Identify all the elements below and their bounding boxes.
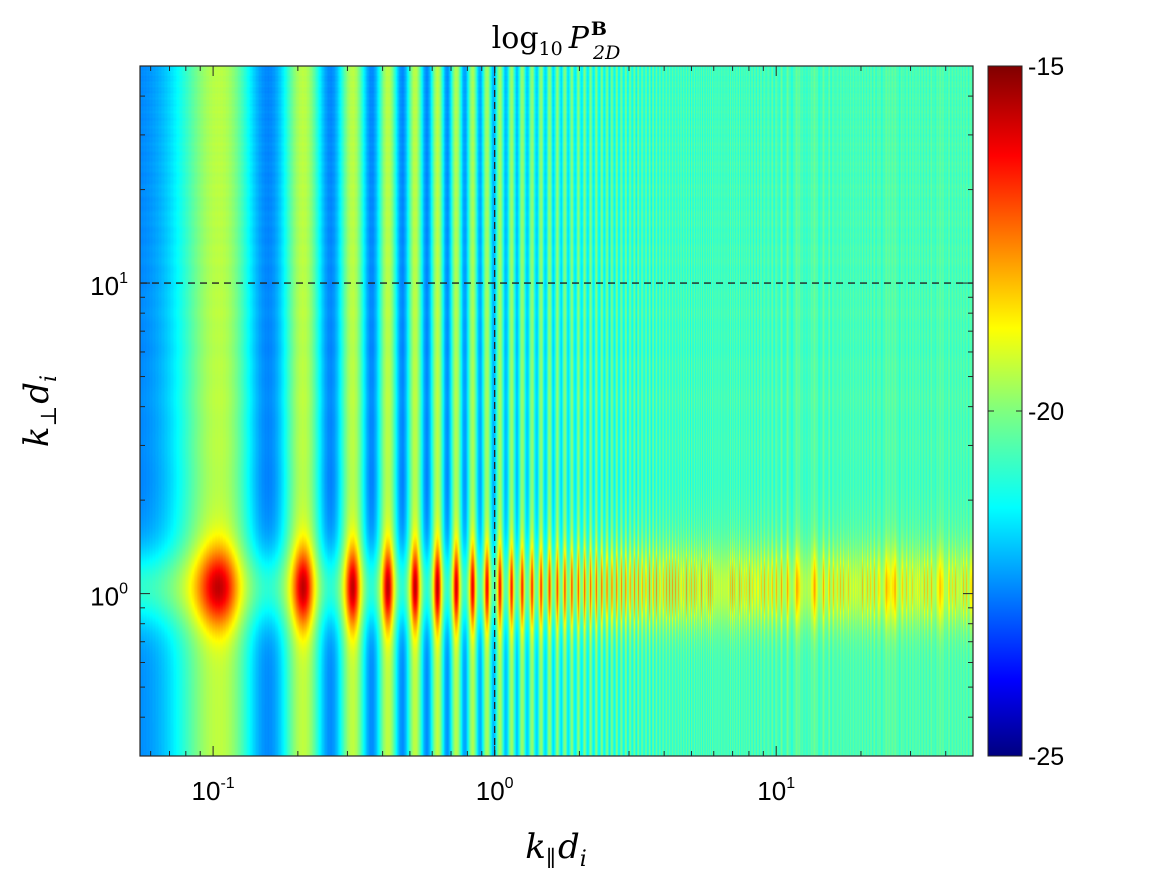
y-tick-label: 100 bbox=[90, 581, 128, 612]
y-tick-label: 101 bbox=[90, 270, 128, 301]
x-tick-label: 10-1 bbox=[192, 775, 235, 806]
x-axis-label: k∥di bbox=[525, 827, 587, 872]
y-tick-labels: 100 101 bbox=[90, 270, 128, 612]
heatmap-canvas bbox=[140, 66, 973, 756]
x-tick-label: 100 bbox=[476, 775, 514, 806]
colorbar-ticks: -25 -20 -15 bbox=[988, 53, 1064, 771]
colorbar-tick-label: -15 bbox=[1028, 53, 1064, 81]
axes-frame bbox=[139, 65, 974, 757]
colorbar-tick-label: -25 bbox=[1028, 743, 1064, 771]
chart-title: log10 P B 2D bbox=[492, 18, 621, 64]
x-tick-label: 101 bbox=[757, 775, 795, 806]
plot-area bbox=[140, 66, 973, 756]
minor-ticks bbox=[140, 65, 974, 757]
y-axis-label: k⊥di bbox=[17, 375, 62, 447]
colorbar-tick-label: -20 bbox=[1028, 398, 1064, 426]
colorbar: -25 -20 -15 bbox=[987, 53, 1064, 771]
x-tick-labels: 10-1 100 101 bbox=[192, 775, 796, 806]
